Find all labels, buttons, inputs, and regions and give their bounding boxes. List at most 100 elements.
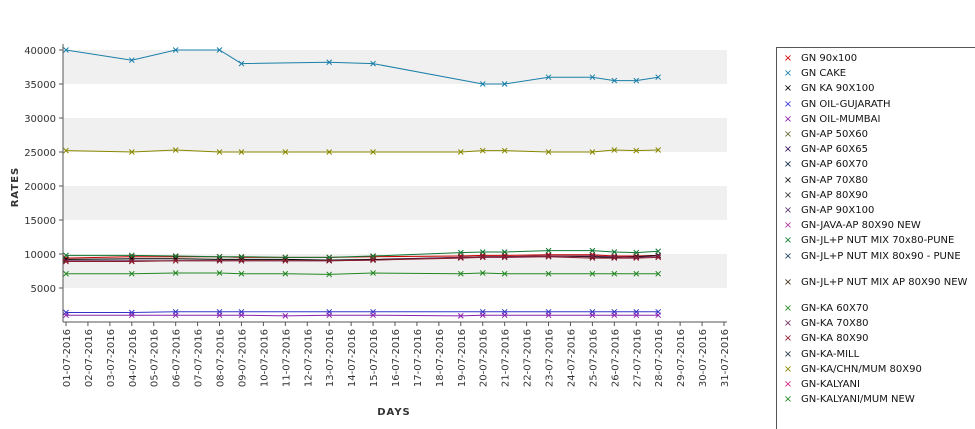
series-1 — [63, 47, 662, 87]
series-lines — [63, 47, 662, 319]
data-point — [611, 312, 618, 319]
legend-marker-icon: × — [783, 348, 793, 360]
legend-item: × GN-AP 60X65 — [781, 144, 971, 155]
data-point — [128, 312, 135, 319]
legend-item: × GN-AP 90X100 — [781, 205, 971, 216]
data-point — [282, 313, 289, 319]
legend-label: GN-JAVA-AP 80X90 NEW — [801, 220, 921, 232]
data-point — [238, 312, 245, 319]
grid-band — [63, 186, 727, 220]
data-point — [282, 149, 289, 155]
legend-label: GN-KALYANI/MUM NEW — [801, 394, 915, 406]
x-tick-label: 06-07-2016 — [172, 329, 183, 387]
legend-label: GN-KA 60X70 — [801, 303, 869, 314]
legend-marker-icon: × — [783, 68, 793, 80]
x-tick-label: 17-07-2016 — [413, 329, 424, 387]
data-point — [655, 147, 662, 153]
data-point — [63, 47, 69, 53]
legend-marker-icon: × — [783, 98, 793, 110]
x-tick-label: 22-07-2016 — [523, 329, 534, 387]
data-point — [633, 255, 640, 261]
data-point — [63, 270, 69, 277]
legend-item: × GN 90x100 — [781, 53, 971, 64]
data-point — [501, 254, 508, 261]
data-point — [479, 249, 486, 255]
legend-item: × GN-KA-MILL — [781, 349, 971, 360]
x-axis-title: DAYS — [377, 407, 411, 418]
y-tick-label: 20000 — [24, 182, 56, 193]
data-point — [216, 253, 223, 260]
legend-marker-icon: × — [783, 250, 793, 262]
data-point — [172, 253, 179, 259]
legend-label: GN-AP 60X70 — [801, 159, 868, 171]
data-point — [479, 81, 486, 87]
legend-item: × GN-JL+P NUT MIX 80x90 - PUNE — [781, 251, 971, 262]
legend-marker-icon: × — [783, 83, 793, 95]
y-tick-label: 30000 — [24, 114, 56, 125]
legend-item: × GN-AP 50X60 — [781, 129, 971, 140]
data-point — [238, 60, 245, 67]
x-tick-label: 29-07-2016 — [676, 329, 687, 387]
legend-label: GN-AP 80X90 — [801, 189, 868, 201]
legend-label: GN-KA/CHN/MUM 80X90 — [801, 363, 922, 375]
data-point — [238, 270, 245, 277]
data-point — [501, 249, 508, 255]
legend-marker-icon: × — [783, 189, 793, 201]
legend-marker-icon: × — [783, 53, 793, 64]
legend-item: × GN OIL-GUJARATH — [781, 99, 971, 110]
legend-label: GN-AP 50X60 — [801, 129, 868, 140]
x-tick-label: 25-07-2016 — [588, 329, 599, 387]
legend-label: GN-AP 70X80 — [801, 174, 868, 186]
series-19 — [63, 147, 662, 155]
legend-label: GN-KALYANI — [801, 379, 860, 390]
data-point — [611, 249, 618, 255]
data-point — [128, 270, 135, 277]
y-tick-label: 5000 — [31, 284, 56, 295]
data-point — [589, 270, 596, 277]
data-point — [172, 47, 179, 53]
data-point — [545, 247, 552, 254]
x-tick-label: 23-07-2016 — [545, 329, 556, 387]
series-17 — [63, 253, 662, 265]
data-point — [545, 149, 552, 155]
legend-label: GN CAKE — [801, 68, 847, 80]
x-tick-label: 03-07-2016 — [106, 329, 117, 387]
data-point — [589, 149, 596, 155]
data-point — [611, 255, 618, 261]
data-point — [370, 60, 376, 67]
legend-item: × GN-AP 60X70 — [781, 159, 971, 170]
data-point — [479, 254, 486, 261]
legend-marker-icon: × — [783, 220, 793, 232]
grid-bands — [63, 44, 727, 322]
y-tick-labels: 5000 10000 15000 20000 25000 30000 35000 40000 — [24, 46, 63, 295]
data-point — [611, 270, 618, 277]
y-tick-label: 15000 — [24, 216, 56, 227]
data-point — [216, 257, 223, 264]
data-point — [128, 258, 135, 265]
legend-marker-icon: × — [783, 318, 793, 330]
legend-marker-icon: × — [783, 129, 793, 140]
legend-marker-icon: × — [783, 276, 793, 288]
data-point — [282, 257, 289, 264]
data-point — [501, 312, 508, 319]
series-line — [65, 49, 659, 85]
data-point — [457, 249, 464, 256]
legend-item: × GN-KALYANI — [781, 379, 971, 390]
legend-label: GN KA 90X100 — [801, 83, 875, 95]
data-point — [370, 149, 376, 155]
x-tick-label: 26-07-2016 — [610, 329, 621, 387]
data-point — [457, 313, 464, 319]
legend-item: × GN KA 90X100 — [781, 83, 971, 94]
data-point — [216, 312, 223, 319]
y-tick-label: 10000 — [24, 250, 56, 261]
data-point — [238, 149, 245, 155]
data-point — [172, 312, 179, 319]
data-point — [216, 149, 223, 155]
legend-marker-icon: × — [783, 144, 793, 156]
legend-marker-icon: × — [783, 394, 793, 406]
data-point — [326, 149, 333, 155]
data-point — [326, 59, 333, 66]
data-point — [479, 147, 486, 154]
legend-label: GN-AP 60X65 — [801, 144, 868, 156]
x-tick-label: 19-07-2016 — [457, 329, 468, 387]
